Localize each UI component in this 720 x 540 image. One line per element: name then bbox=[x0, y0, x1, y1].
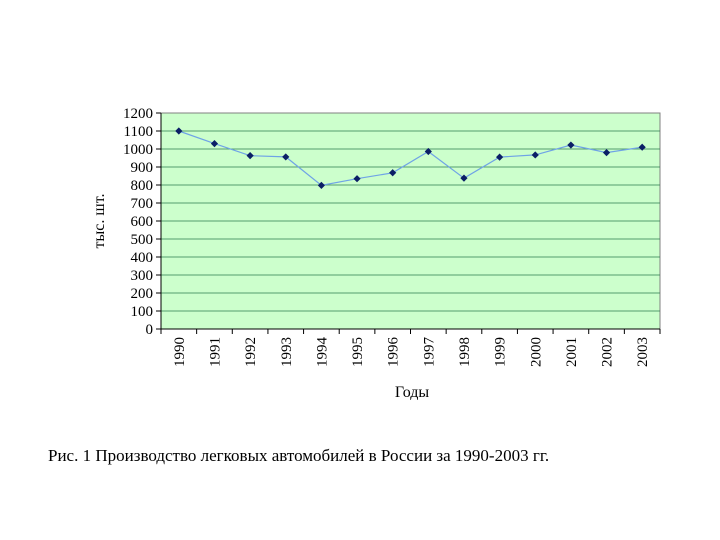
x-tick-label: 1991 bbox=[207, 337, 223, 367]
data-point-1999 bbox=[496, 153, 504, 161]
data-point-1996 bbox=[389, 169, 397, 177]
data-point-1995 bbox=[353, 175, 361, 183]
x-tick-label: 2003 bbox=[635, 337, 651, 367]
x-tick-label: 1993 bbox=[279, 337, 295, 367]
y-tick-label: 400 bbox=[131, 250, 154, 266]
x-tick-label: 1997 bbox=[421, 337, 437, 368]
axes bbox=[156, 112, 661, 334]
data-point-2000 bbox=[531, 151, 539, 159]
x-tick-label: 1992 bbox=[243, 337, 259, 367]
data-point-1993 bbox=[282, 153, 290, 161]
x-tick-label: 1990 bbox=[172, 337, 188, 367]
y-tick-label: 800 bbox=[131, 178, 154, 194]
data-point-1991 bbox=[210, 140, 219, 148]
y-tick-label: 1000 bbox=[123, 142, 153, 158]
y-tick-label: 0 bbox=[146, 322, 154, 338]
x-tick-label: 1995 bbox=[350, 337, 366, 367]
data-point-1997 bbox=[424, 147, 432, 156]
line-chart: 0 100 200 300 400 500 600 700 800 900 1000 1100 1200… bbox=[91, 106, 661, 401]
data-point-2001 bbox=[567, 141, 575, 149]
data-point-1998 bbox=[460, 174, 468, 182]
series-markers bbox=[175, 127, 646, 189]
gridlines bbox=[161, 130, 660, 312]
y-tick-label: 1200 bbox=[123, 106, 153, 122]
y-tick-label: 300 bbox=[131, 268, 154, 284]
x-tick-label: 2002 bbox=[600, 337, 616, 367]
data-point-1990 bbox=[175, 127, 183, 135]
data-point-1994 bbox=[317, 181, 325, 189]
series-line bbox=[178, 130, 643, 187]
x-tick-label: 1996 bbox=[386, 337, 402, 368]
y-tick-label: 700 bbox=[131, 196, 154, 212]
y-tick-label: 200 bbox=[131, 286, 154, 302]
x-tick-label: 1998 bbox=[457, 337, 473, 367]
x-tick-label: 2000 bbox=[528, 337, 544, 367]
x-tick-labels: 1990 1991 1992 1993 1994 1995 1996 1997 1998 1999… bbox=[172, 337, 651, 368]
x-tick-label: 2001 bbox=[564, 337, 580, 367]
x-tick-label: 1999 bbox=[493, 337, 509, 367]
data-point-2003 bbox=[638, 143, 646, 151]
y-tick-label: 600 bbox=[131, 214, 154, 230]
x-axis-label: Годы bbox=[395, 384, 430, 401]
x-tick-label: 1994 bbox=[314, 337, 330, 368]
data-point-2002 bbox=[602, 149, 611, 157]
y-axis-label: тыс. шт. bbox=[91, 194, 108, 249]
y-tick-label: 100 bbox=[131, 304, 154, 320]
data-point-1992 bbox=[246, 152, 254, 160]
y-tick-label: 900 bbox=[131, 160, 154, 176]
figure-caption: Рис. 1 Производство легковых автомобилей… bbox=[48, 446, 550, 465]
y-tick-label: 500 bbox=[131, 232, 154, 248]
y-tick-labels: 0 100 200 300 400 500 600 700 800 900 1000 1100 1200 bbox=[123, 106, 153, 338]
y-tick-label: 1100 bbox=[124, 124, 153, 140]
